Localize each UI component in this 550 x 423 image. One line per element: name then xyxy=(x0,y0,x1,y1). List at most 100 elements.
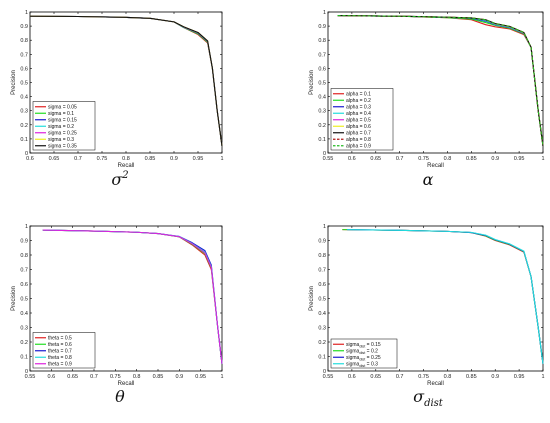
legend-label: alpha = 0.6 xyxy=(346,124,371,130)
legend-label-name: alpha = 0.8 xyxy=(346,137,371,143)
y-axis-label: Precision xyxy=(11,286,17,311)
panel-caption: σ2 xyxy=(111,170,128,189)
x-axis-label: Recall xyxy=(118,163,135,169)
legend-label: alpha = 0.7 xyxy=(346,131,371,137)
x-tick-label: 0.6 xyxy=(26,156,34,162)
y-tick-label: 0.7 xyxy=(20,268,28,274)
x-axis-label: Recall xyxy=(118,381,135,387)
x-tick-label: 0.65 xyxy=(370,156,381,162)
x-tick-label: 0.7 xyxy=(396,374,404,380)
y-tick-label: 0.4 xyxy=(318,95,326,101)
y-tick-label: 1 xyxy=(323,224,326,230)
legend-label: theta = 0.7 xyxy=(48,349,72,355)
x-tick-label: 0.75 xyxy=(97,156,108,162)
legend-label-name: sigma = 0.25 xyxy=(48,131,77,137)
y-tick-label: 0.5 xyxy=(318,297,326,303)
legend-label-name: sigma = 0.1 xyxy=(48,111,74,117)
y-tick-label: 0.7 xyxy=(318,268,326,274)
x-tick-label: 0.9 xyxy=(176,374,184,380)
x-axis-label: Recall xyxy=(427,381,444,387)
x-tick-label: 0.9 xyxy=(491,374,499,380)
legend-label-name: theta = 0.7 xyxy=(48,349,72,355)
y-tick-label: 0.6 xyxy=(318,282,326,288)
x-tick-label: 1 xyxy=(220,156,223,162)
y-tick-label: 0.1 xyxy=(318,137,326,143)
y-tick-label: 1 xyxy=(323,10,326,16)
x-tick-label: 0.85 xyxy=(145,156,156,162)
legend-label-name: theta = 0.5 xyxy=(48,336,72,342)
y-tick-label: 0.5 xyxy=(318,81,326,87)
y-tick-label: 0 xyxy=(25,369,28,375)
y-tick-label: 0.3 xyxy=(318,326,326,332)
legend-label-name: theta = 0.9 xyxy=(48,362,72,368)
legend-label-subscript: dist xyxy=(359,345,366,349)
legend-label: theta = 0.6 xyxy=(48,342,72,348)
legend-label-name: sigma xyxy=(346,342,360,348)
legend-label-name: sigma xyxy=(346,349,360,355)
y-tick-label: 0.4 xyxy=(20,95,28,101)
y-tick-label: 0.1 xyxy=(318,355,326,361)
y-tick-label: 0 xyxy=(323,369,326,375)
legend-label-name: alpha = 0.7 xyxy=(346,131,371,137)
legend-label: alpha = 0.4 xyxy=(346,111,371,117)
series-line-7 xyxy=(29,15,223,147)
x-tick-label: 0.6 xyxy=(348,374,356,380)
x-tick-label: 1 xyxy=(541,374,544,380)
legend-label: sigma = 0.05 xyxy=(48,105,77,111)
series-line-9 xyxy=(337,14,544,147)
panel-caption-subscript: dist xyxy=(424,398,444,409)
chart-panel-4: 0 0.1 0.2 0.3 0.4 0.5 0.6 0.7 0.8 0.9 1 0.55 0.6 0.65… xyxy=(309,224,545,409)
y-tick-label: 1 xyxy=(25,10,28,16)
y-tick-label: 0.1 xyxy=(20,137,28,143)
legend-label-name: sigma = 0.3 xyxy=(48,137,74,143)
y-tick-label: 0.8 xyxy=(318,38,326,44)
y-axis-label: Precision xyxy=(309,70,315,95)
legend-label: alpha = 0.1 xyxy=(346,92,371,98)
y-axis-label: Precision xyxy=(309,286,315,311)
legend-label-name: sigma = 0.2 xyxy=(48,124,74,130)
legend-label-name: sigma = 0.35 xyxy=(48,144,77,150)
series-line-4 xyxy=(347,229,544,364)
legend-label-value: = 0.2 xyxy=(365,349,378,355)
legend-label-name: sigma = 0.05 xyxy=(48,105,77,111)
legend-label: alpha = 0.9 xyxy=(346,144,371,150)
legend-label: alpha = 0.3 xyxy=(346,105,371,111)
y-tick-label: 0.8 xyxy=(20,38,28,44)
y-tick-label: 1 xyxy=(25,224,28,230)
legend-label: sigma = 0.2 xyxy=(48,124,74,130)
x-tick-label: 0.65 xyxy=(49,156,60,162)
y-tick-label: 0.9 xyxy=(20,239,28,245)
x-tick-label: 0.55 xyxy=(323,156,334,162)
legend-label: sigma = 0.1 xyxy=(48,111,74,117)
y-tick-label: 0.6 xyxy=(318,66,326,72)
x-tick-label: 0.75 xyxy=(418,156,429,162)
y-tick-label: 0.8 xyxy=(20,253,28,259)
x-tick-label: 0.6 xyxy=(348,156,356,162)
x-tick-label: 0.95 xyxy=(193,156,204,162)
y-tick-label: 0.2 xyxy=(20,340,28,346)
y-tick-label: 0 xyxy=(323,151,326,157)
x-tick-label: 0.95 xyxy=(195,374,206,380)
x-tick-label: 0.9 xyxy=(491,156,499,162)
chart-panel-2: 0 0.1 0.2 0.3 0.4 0.5 0.6 0.7 0.8 0.9 1 0.55 0.6 0.65… xyxy=(309,10,545,189)
y-tick-label: 0.3 xyxy=(20,326,28,332)
chart-panel-3: 0 0.1 0.2 0.3 0.4 0.5 0.6 0.7 0.8 0.9 1 0.55 0.6 0.65… xyxy=(11,224,224,406)
series-line-5 xyxy=(42,229,223,364)
panel-caption: θ xyxy=(115,387,125,406)
y-tick-label: 0.9 xyxy=(20,24,28,30)
legend-label-subscript: dist xyxy=(359,358,366,362)
y-tick-label: 0.6 xyxy=(20,66,28,72)
x-tick-label: 0.95 xyxy=(514,156,525,162)
x-tick-label: 0.6 xyxy=(48,374,56,380)
x-tick-label: 0.65 xyxy=(67,374,78,380)
legend-label-name: sigma = 0.15 xyxy=(48,118,77,124)
x-tick-label: 1 xyxy=(220,374,223,380)
y-tick-label: 0 xyxy=(25,151,28,157)
panel-caption-superscript: 2 xyxy=(121,170,128,181)
legend-label-name: alpha = 0.9 xyxy=(346,144,371,150)
x-tick-label: 0.55 xyxy=(25,374,36,380)
y-tick-label: 0.3 xyxy=(20,109,28,115)
y-tick-label: 0.9 xyxy=(318,239,326,245)
